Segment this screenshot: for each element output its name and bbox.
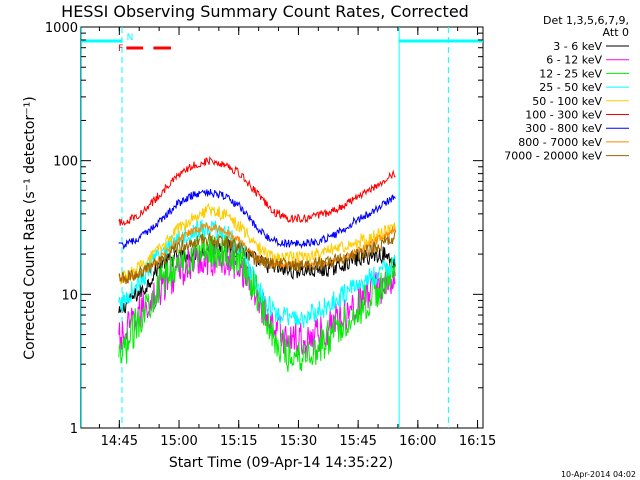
series-layer (118, 155, 396, 372)
series-line (118, 202, 396, 285)
series-line (118, 233, 396, 372)
x-tick-label: 16:15 (459, 434, 496, 449)
y-tick-label: 1000 (45, 21, 78, 36)
y-axis-label: Corrected Count Rate (s⁻¹ detector⁻¹) (22, 96, 38, 359)
x-tick-label: 14:45 (101, 434, 138, 449)
legend-header: Det 1,3,5,6,7,9, (543, 14, 629, 27)
legend-entry-label: 800 - 7000 keV (518, 136, 602, 149)
night-flag-label: N (127, 33, 134, 43)
legend-header: Att 0 (603, 26, 629, 39)
legend-entry-label: 7000 - 20000 keV (504, 150, 602, 163)
legend-entry-label: 25 - 50 keV (539, 81, 602, 94)
x-tick-label: 15:45 (339, 434, 376, 449)
series-line (118, 155, 396, 226)
x-tick-label: 15:00 (160, 434, 197, 449)
legend-entry-label: 300 - 800 keV (525, 122, 602, 135)
series-line (118, 230, 396, 285)
y-tick-label: 10 (61, 288, 78, 303)
legend-entry-label: 100 - 300 keV (525, 109, 602, 122)
x-tick-label: 15:30 (280, 434, 317, 449)
legend-entry-label: 12 - 25 keV (539, 67, 602, 80)
legend-entry-label: 6 - 12 keV (546, 54, 602, 67)
x-tick-label: 15:15 (220, 434, 257, 449)
plot-area (80, 26, 484, 429)
y-tick-label: 1 (70, 422, 78, 437)
x-tick-label: 16:00 (399, 434, 436, 449)
observing-annotations: FN (81, 27, 483, 428)
timestamp: 10-Apr-2014 04:02 (561, 470, 636, 479)
flare-flag-label: F (118, 44, 123, 54)
legend-entry-label: 50 - 100 keV (532, 95, 602, 108)
series-line (118, 189, 396, 251)
chart-title: HESSI Observing Summary Count Rates, Cor… (61, 2, 469, 21)
legend-entry-label: 3 - 6 keV (553, 40, 602, 53)
y-tick-label: 100 (53, 155, 78, 170)
axes: 14:45 15:00 15:15 15:30 15:45 16:00 16:15 1 10 10… (45, 21, 496, 449)
x-axis-label: Start Time (09-Apr-14 14:35:22) (169, 455, 393, 471)
